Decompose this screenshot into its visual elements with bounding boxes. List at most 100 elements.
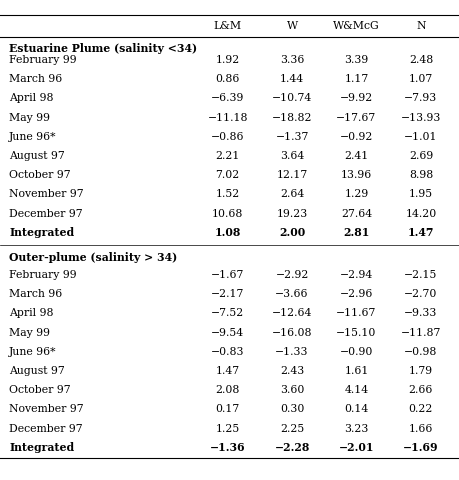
Text: April 98: April 98 — [9, 309, 54, 318]
Text: 14.20: 14.20 — [404, 209, 436, 218]
Text: June 96*: June 96* — [9, 132, 56, 142]
Text: November 97: November 97 — [9, 405, 84, 414]
Text: 1.92: 1.92 — [215, 55, 239, 65]
Text: 1.08: 1.08 — [214, 228, 241, 238]
Text: 2.08: 2.08 — [215, 385, 239, 395]
Text: 2.66: 2.66 — [408, 385, 432, 395]
Text: May 99: May 99 — [9, 328, 50, 337]
Text: 1.52: 1.52 — [215, 190, 239, 199]
Text: May 99: May 99 — [9, 113, 50, 122]
Text: 1.17: 1.17 — [344, 74, 368, 84]
Text: December 97: December 97 — [9, 424, 83, 433]
Text: N: N — [415, 22, 425, 31]
Text: 27.64: 27.64 — [340, 209, 371, 218]
Text: −1.37: −1.37 — [275, 132, 308, 142]
Text: −1.01: −1.01 — [403, 132, 437, 142]
Text: −6.39: −6.39 — [211, 94, 244, 103]
Text: 1.47: 1.47 — [407, 228, 433, 238]
Text: −0.98: −0.98 — [403, 347, 437, 357]
Text: −13.93: −13.93 — [400, 113, 440, 122]
Text: −7.52: −7.52 — [211, 309, 244, 318]
Text: August 97: August 97 — [9, 151, 65, 161]
Text: October 97: October 97 — [9, 170, 71, 180]
Text: 3.23: 3.23 — [344, 424, 368, 433]
Text: −2.15: −2.15 — [403, 270, 437, 280]
Text: −10.74: −10.74 — [271, 94, 312, 103]
Text: March 96: March 96 — [9, 289, 62, 299]
Text: Outer-plume (salinity > 34): Outer-plume (salinity > 34) — [9, 252, 177, 263]
Text: February 99: February 99 — [9, 270, 77, 280]
Text: −0.86: −0.86 — [211, 132, 244, 142]
Text: 2.25: 2.25 — [280, 424, 303, 433]
Text: 2.00: 2.00 — [278, 228, 305, 238]
Text: 8.98: 8.98 — [408, 170, 432, 180]
Text: −9.92: −9.92 — [339, 94, 372, 103]
Text: W&McG: W&McG — [332, 22, 379, 31]
Text: 0.22: 0.22 — [408, 405, 432, 414]
Text: −2.92: −2.92 — [275, 270, 308, 280]
Text: 2.21: 2.21 — [215, 151, 239, 161]
Text: 2.43: 2.43 — [280, 366, 303, 376]
Text: 1.25: 1.25 — [215, 424, 239, 433]
Text: October 97: October 97 — [9, 385, 71, 395]
Text: 2.81: 2.81 — [342, 228, 369, 238]
Text: 2.48: 2.48 — [408, 55, 432, 65]
Text: November 97: November 97 — [9, 190, 84, 199]
Text: −18.82: −18.82 — [271, 113, 312, 122]
Text: −1.67: −1.67 — [211, 270, 244, 280]
Text: −11.18: −11.18 — [207, 113, 247, 122]
Text: −2.70: −2.70 — [403, 289, 437, 299]
Text: Integrated: Integrated — [9, 443, 74, 453]
Text: August 97: August 97 — [9, 366, 65, 376]
Text: −1.69: −1.69 — [402, 443, 438, 453]
Text: −2.96: −2.96 — [339, 289, 372, 299]
Text: 2.41: 2.41 — [344, 151, 368, 161]
Text: −9.33: −9.33 — [403, 309, 437, 318]
Text: 1.61: 1.61 — [344, 366, 368, 376]
Text: 1.29: 1.29 — [344, 190, 368, 199]
Text: Estuarine Plume (salinity <34): Estuarine Plume (salinity <34) — [9, 43, 197, 53]
Text: −2.17: −2.17 — [211, 289, 244, 299]
Text: 0.17: 0.17 — [215, 405, 239, 414]
Text: −11.87: −11.87 — [400, 328, 440, 337]
Text: 2.69: 2.69 — [408, 151, 432, 161]
Text: Integrated: Integrated — [9, 228, 74, 238]
Text: February 99: February 99 — [9, 55, 77, 65]
Text: −9.54: −9.54 — [211, 328, 244, 337]
Text: −1.36: −1.36 — [209, 443, 245, 453]
Text: 0.86: 0.86 — [215, 74, 239, 84]
Text: March 96: March 96 — [9, 74, 62, 84]
Text: W: W — [286, 22, 297, 31]
Text: −3.66: −3.66 — [275, 289, 308, 299]
Text: −2.28: −2.28 — [274, 443, 309, 453]
Text: 1.66: 1.66 — [408, 424, 432, 433]
Text: 3.36: 3.36 — [280, 55, 303, 65]
Text: −11.67: −11.67 — [336, 309, 376, 318]
Text: December 97: December 97 — [9, 209, 83, 218]
Text: −7.93: −7.93 — [403, 94, 437, 103]
Text: −0.92: −0.92 — [339, 132, 372, 142]
Text: 4.14: 4.14 — [344, 385, 368, 395]
Text: 1.79: 1.79 — [408, 366, 432, 376]
Text: −0.83: −0.83 — [211, 347, 244, 357]
Text: 3.60: 3.60 — [280, 385, 303, 395]
Text: 12.17: 12.17 — [276, 170, 307, 180]
Text: 13.96: 13.96 — [340, 170, 371, 180]
Text: 3.64: 3.64 — [280, 151, 303, 161]
Text: L&M: L&M — [213, 22, 241, 31]
Text: −16.08: −16.08 — [271, 328, 312, 337]
Text: −1.33: −1.33 — [275, 347, 308, 357]
Text: June 96*: June 96* — [9, 347, 56, 357]
Text: −12.64: −12.64 — [271, 309, 312, 318]
Text: −15.10: −15.10 — [336, 328, 376, 337]
Text: −17.67: −17.67 — [336, 113, 376, 122]
Text: 2.64: 2.64 — [280, 190, 303, 199]
Text: −0.90: −0.90 — [339, 347, 372, 357]
Text: 1.47: 1.47 — [215, 366, 239, 376]
Text: 1.95: 1.95 — [408, 190, 432, 199]
Text: −2.01: −2.01 — [338, 443, 374, 453]
Text: 0.30: 0.30 — [280, 405, 303, 414]
Text: 7.02: 7.02 — [215, 170, 239, 180]
Text: April 98: April 98 — [9, 94, 54, 103]
Text: 1.44: 1.44 — [280, 74, 303, 84]
